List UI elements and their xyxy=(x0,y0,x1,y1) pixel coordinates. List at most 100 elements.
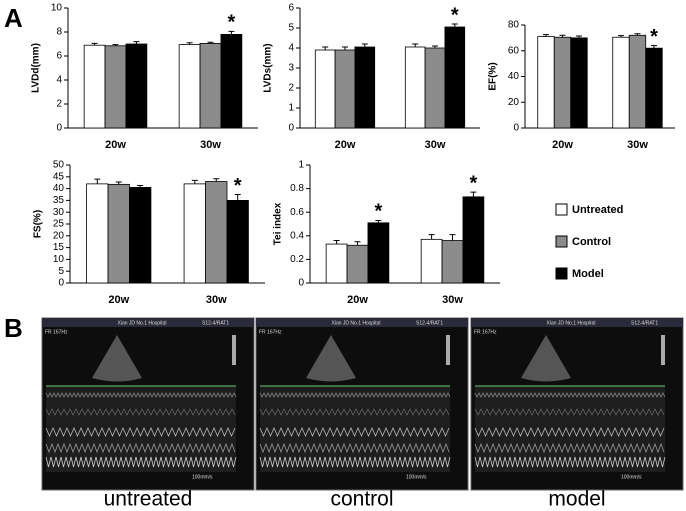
x-tick-label: 20w xyxy=(552,139,573,151)
y-axis-label: EF(%) xyxy=(488,62,499,90)
bar xyxy=(107,183,130,284)
significance-mark: * xyxy=(375,201,383,223)
bar xyxy=(367,222,390,284)
error-bar xyxy=(115,181,122,185)
error-bar xyxy=(618,35,624,38)
error-bar xyxy=(634,33,641,36)
bar xyxy=(178,44,201,129)
error-bar xyxy=(133,41,140,44)
mmode-trace xyxy=(45,442,236,454)
echo-hospital: Xian JD No.1 Hospital xyxy=(547,320,596,326)
error-bar xyxy=(322,46,329,50)
image-caption: model xyxy=(548,488,605,511)
panel-label: B xyxy=(4,313,23,343)
bar xyxy=(570,37,588,129)
mmode-trace xyxy=(474,408,665,416)
y-tick-label: 25 xyxy=(53,219,65,230)
bar xyxy=(220,34,243,129)
bar xyxy=(183,183,206,284)
mmode-trace xyxy=(259,427,450,437)
mmode-trace xyxy=(474,392,666,398)
bar xyxy=(334,49,356,129)
significance-mark: * xyxy=(451,4,459,26)
error-bar xyxy=(432,45,438,48)
y-tick-label: 8 xyxy=(56,27,62,38)
echo-hospital: Xian JD No.1 Hospital xyxy=(118,320,167,326)
error-bar xyxy=(428,234,435,240)
x-tick-label: 20w xyxy=(347,294,368,306)
mmode-trace xyxy=(259,442,450,454)
error-bar xyxy=(361,43,368,47)
bar xyxy=(314,49,336,129)
y-tick-label: 0.2 xyxy=(290,254,304,265)
echo-sector xyxy=(306,335,356,382)
echo-probe: S12-4/RAT1 xyxy=(631,320,658,326)
bar xyxy=(86,183,109,284)
echo-probe: S12-4/RAT1 xyxy=(202,320,229,326)
error-bar xyxy=(137,185,144,188)
bar xyxy=(645,47,663,129)
error-bar xyxy=(91,42,98,46)
y-tick-label: 6 xyxy=(288,3,294,14)
y-tick-label: 2 xyxy=(288,83,294,94)
x-tick-label: 30w xyxy=(206,294,227,306)
y-tick-label: 40 xyxy=(508,71,520,82)
mmode-trace xyxy=(45,408,236,416)
bar xyxy=(325,243,348,284)
error-bar xyxy=(375,219,382,223)
y-axis-label: LVDd(mm) xyxy=(31,43,42,93)
y-tick-label: 0 xyxy=(58,278,64,289)
y-tick-label: 80 xyxy=(508,20,520,31)
bar xyxy=(612,36,630,129)
bar xyxy=(125,43,148,129)
significance-mark: * xyxy=(470,172,478,194)
error-bar xyxy=(191,179,198,184)
bar xyxy=(199,43,222,129)
y-tick-label: 45 xyxy=(53,171,65,182)
bar xyxy=(354,46,376,129)
echo-probe: S12-4/RAT1 xyxy=(416,320,443,326)
panel-label: A xyxy=(4,3,23,33)
y-tick-label: 2 xyxy=(56,99,62,110)
x-tick-label: 30w xyxy=(425,139,446,151)
echo-grayscale xyxy=(446,335,450,365)
echo-grayscale xyxy=(232,335,236,365)
y-tick-label: 0 xyxy=(298,278,304,289)
echo-speed: 100mm/s xyxy=(192,474,213,480)
y-tick-label: 30 xyxy=(53,207,65,218)
echo-frame-rate: FR 167Hz xyxy=(259,329,282,335)
y-tick-label: 0 xyxy=(56,123,62,134)
error-bar xyxy=(234,194,241,201)
error-bar xyxy=(412,43,419,47)
y-tick-label: 5 xyxy=(288,23,294,34)
echo-hospital: Xian JD No.1 Hospital xyxy=(332,320,381,326)
error-bar xyxy=(186,42,193,45)
bar xyxy=(129,187,152,284)
bar xyxy=(226,199,249,284)
echo-sector xyxy=(92,335,142,382)
significance-mark: * xyxy=(650,26,658,48)
bar xyxy=(205,181,228,284)
mmode-trace xyxy=(45,456,237,468)
echo-frame-rate: FR 167Hz xyxy=(474,329,497,335)
y-tick-label: 6 xyxy=(56,51,62,62)
bar xyxy=(83,44,106,129)
y-tick-label: 40 xyxy=(53,183,65,194)
mmode-trace xyxy=(259,392,451,398)
bar xyxy=(553,36,572,129)
y-tick-label: 0.6 xyxy=(290,207,304,218)
y-tick-label: 4 xyxy=(288,43,294,54)
error-bar xyxy=(449,234,456,241)
y-tick-label: 1 xyxy=(288,103,294,114)
bar xyxy=(346,244,369,284)
mmode-trace xyxy=(45,427,236,437)
y-tick-label: 10 xyxy=(51,3,63,14)
error-bar xyxy=(354,241,361,246)
x-tick-label: 30w xyxy=(627,139,648,151)
echo-header xyxy=(42,318,254,327)
y-tick-label: 0 xyxy=(288,123,294,134)
mmode-trace xyxy=(474,442,665,454)
error-bar xyxy=(213,178,220,182)
y-tick-label: 4 xyxy=(56,75,62,86)
